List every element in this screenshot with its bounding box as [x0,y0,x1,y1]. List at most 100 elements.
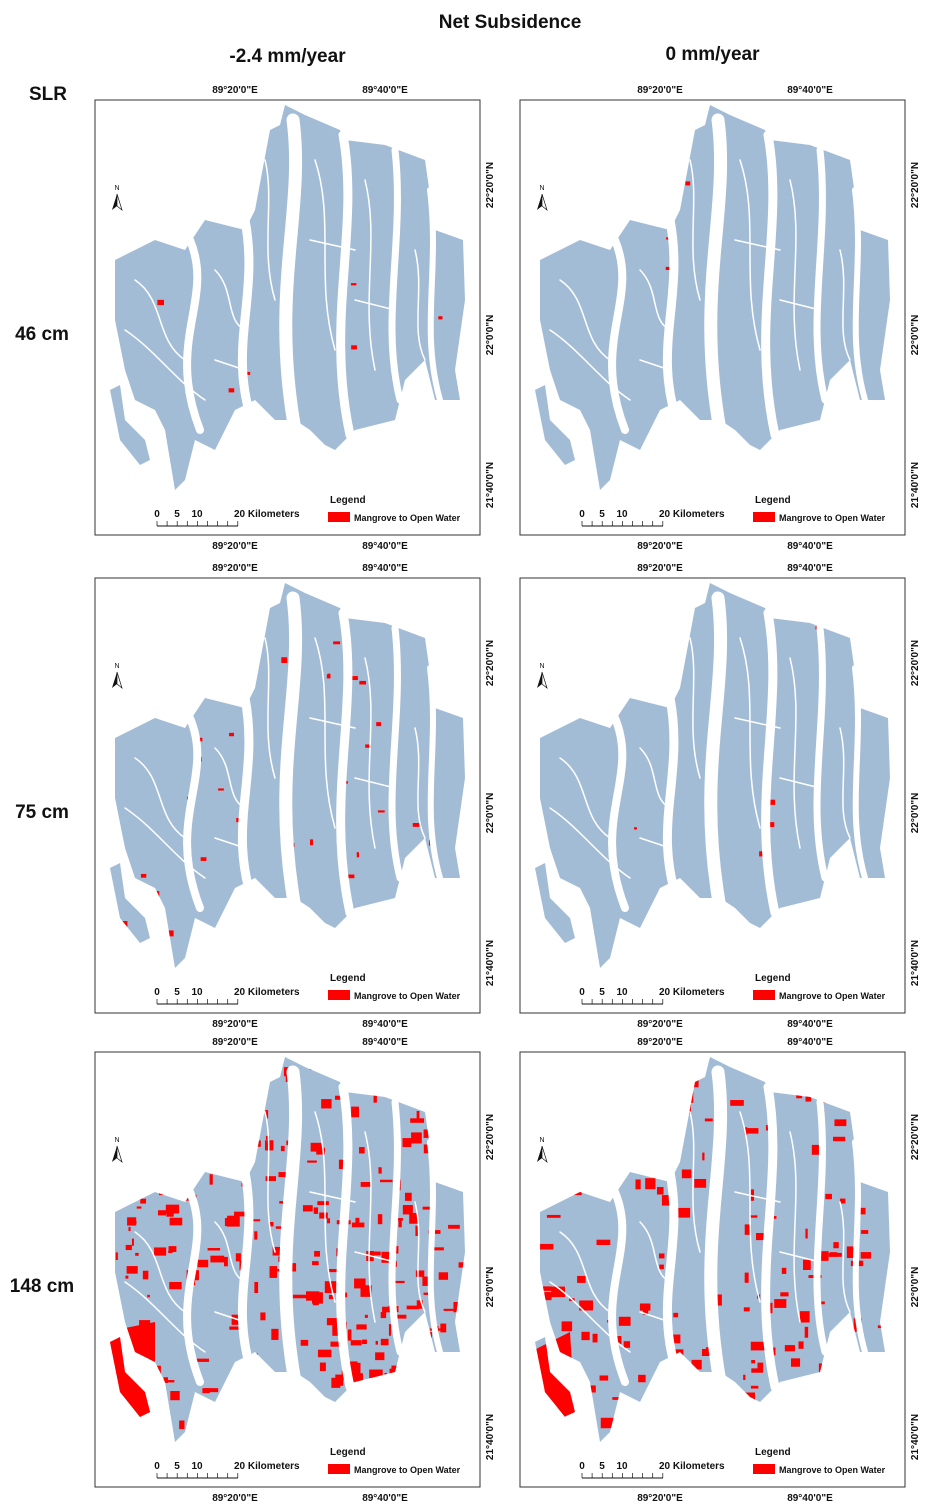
change-patch [135,1253,138,1256]
change-patch [317,1201,329,1205]
change-patch [281,657,287,663]
row-label: 148 cm [10,1276,74,1297]
map-panel: N051020 KilometersLegendMangrove to Open… [95,85,496,552]
figure: Net Subsidence SLR N051020 KilometersLeg… [0,0,925,1503]
legend-title: Legend [755,973,791,984]
change-patch [682,1169,692,1178]
legend-swatch [753,990,775,1000]
change-patch [354,1278,366,1288]
change-patch [229,388,235,392]
longitude-label: 89°40'0"E [787,85,833,96]
latitude-label: 22°0'0"N [485,1267,496,1308]
change-patch [293,1295,307,1299]
legend-title: Legend [330,1447,366,1458]
change-patch [757,1363,763,1369]
scale-label: 0 [579,1461,585,1472]
scale-label: 10 [616,1461,628,1472]
change-patch [751,1342,765,1351]
change-patch [170,1218,183,1226]
change-patch [743,1375,745,1380]
change-patch [320,1363,326,1372]
change-patch [833,1242,838,1248]
change-patch [751,1386,758,1389]
change-patch [269,1266,277,1278]
change-patch [132,1239,134,1246]
scale-label: 10 [616,509,628,520]
change-patch [562,1321,573,1331]
change-patch [125,1276,128,1279]
change-patch [805,1229,807,1239]
scale-label: 5 [599,1461,605,1472]
figure-title: Net Subsidence [439,12,582,33]
change-patch [444,1309,457,1311]
change-patch [685,181,690,185]
longitude-label: 89°40'0"E [787,541,833,552]
scale-label: 0 [154,987,160,998]
change-patch [800,1311,810,1322]
longitude-label: 89°20'0"E [637,1019,683,1030]
change-patch [318,1350,331,1357]
change-patch [157,300,164,305]
north-label: N [114,185,119,192]
longitude-label: 89°20'0"E [212,563,258,574]
change-patch [782,1268,786,1274]
row-axis-label: SLR [29,84,67,105]
longitude-label: 89°40'0"E [362,1037,408,1048]
change-patch [281,1146,285,1151]
change-patch [143,1271,148,1280]
change-patch [751,1368,763,1372]
change-patch [380,1180,392,1182]
latitude-label: 22°20'0"N [485,162,496,208]
change-patch [204,1388,218,1392]
change-patch [657,1187,664,1195]
change-patch [413,823,420,827]
change-patch [409,1213,418,1224]
change-patch [833,1137,845,1141]
change-patch [179,1421,184,1430]
legend-label: Mangrove to Open Water [354,991,461,1001]
change-patch [805,1327,808,1338]
change-patch [140,1199,146,1204]
latitude-label: 22°0'0"N [485,793,496,834]
change-patch [314,1207,318,1213]
legend-title: Legend [330,973,366,984]
latitude-label: 22°0'0"N [910,793,921,834]
change-patch [774,1299,786,1308]
longitude-label: 89°20'0"E [212,1019,258,1030]
change-patch [352,676,358,680]
change-patch [624,1341,630,1348]
legend-label: Mangrove to Open Water [779,1465,886,1475]
change-patch [405,1193,412,1201]
change-patch [448,1225,460,1229]
longitude-label: 89°40'0"E [787,1493,833,1503]
change-patch [659,1265,664,1270]
scale-label: 0 [579,509,585,520]
latitude-label: 21°40'0"N [910,1414,921,1460]
change-patch [540,1244,553,1250]
legend-label: Mangrove to Open Water [779,991,886,1001]
change-patch [769,822,774,827]
change-patch [311,1143,323,1152]
map-panel: N051020 KilometersLegendMangrove to Open… [520,1037,921,1503]
change-patch [279,1201,283,1204]
change-patch [403,1205,413,1214]
change-patch [785,1345,795,1351]
change-patch [389,1324,391,1336]
legend-swatch [328,990,350,1000]
scale-label: 20 Kilometers [234,987,300,998]
change-patch [333,641,340,644]
scale-label: 5 [599,509,605,520]
change-patch [399,1218,402,1227]
change-patch [321,1099,331,1108]
column-label: 0 mm/year [665,44,760,65]
change-patch [123,1380,133,1391]
longitude-label: 89°40'0"E [787,1019,833,1030]
change-patch [745,1224,750,1234]
change-patch [411,1132,422,1143]
change-patch [745,1273,749,1283]
change-patch [829,1253,842,1257]
change-patch [678,1208,690,1218]
change-patch [129,1221,137,1224]
longitude-label: 89°20'0"E [637,541,683,552]
